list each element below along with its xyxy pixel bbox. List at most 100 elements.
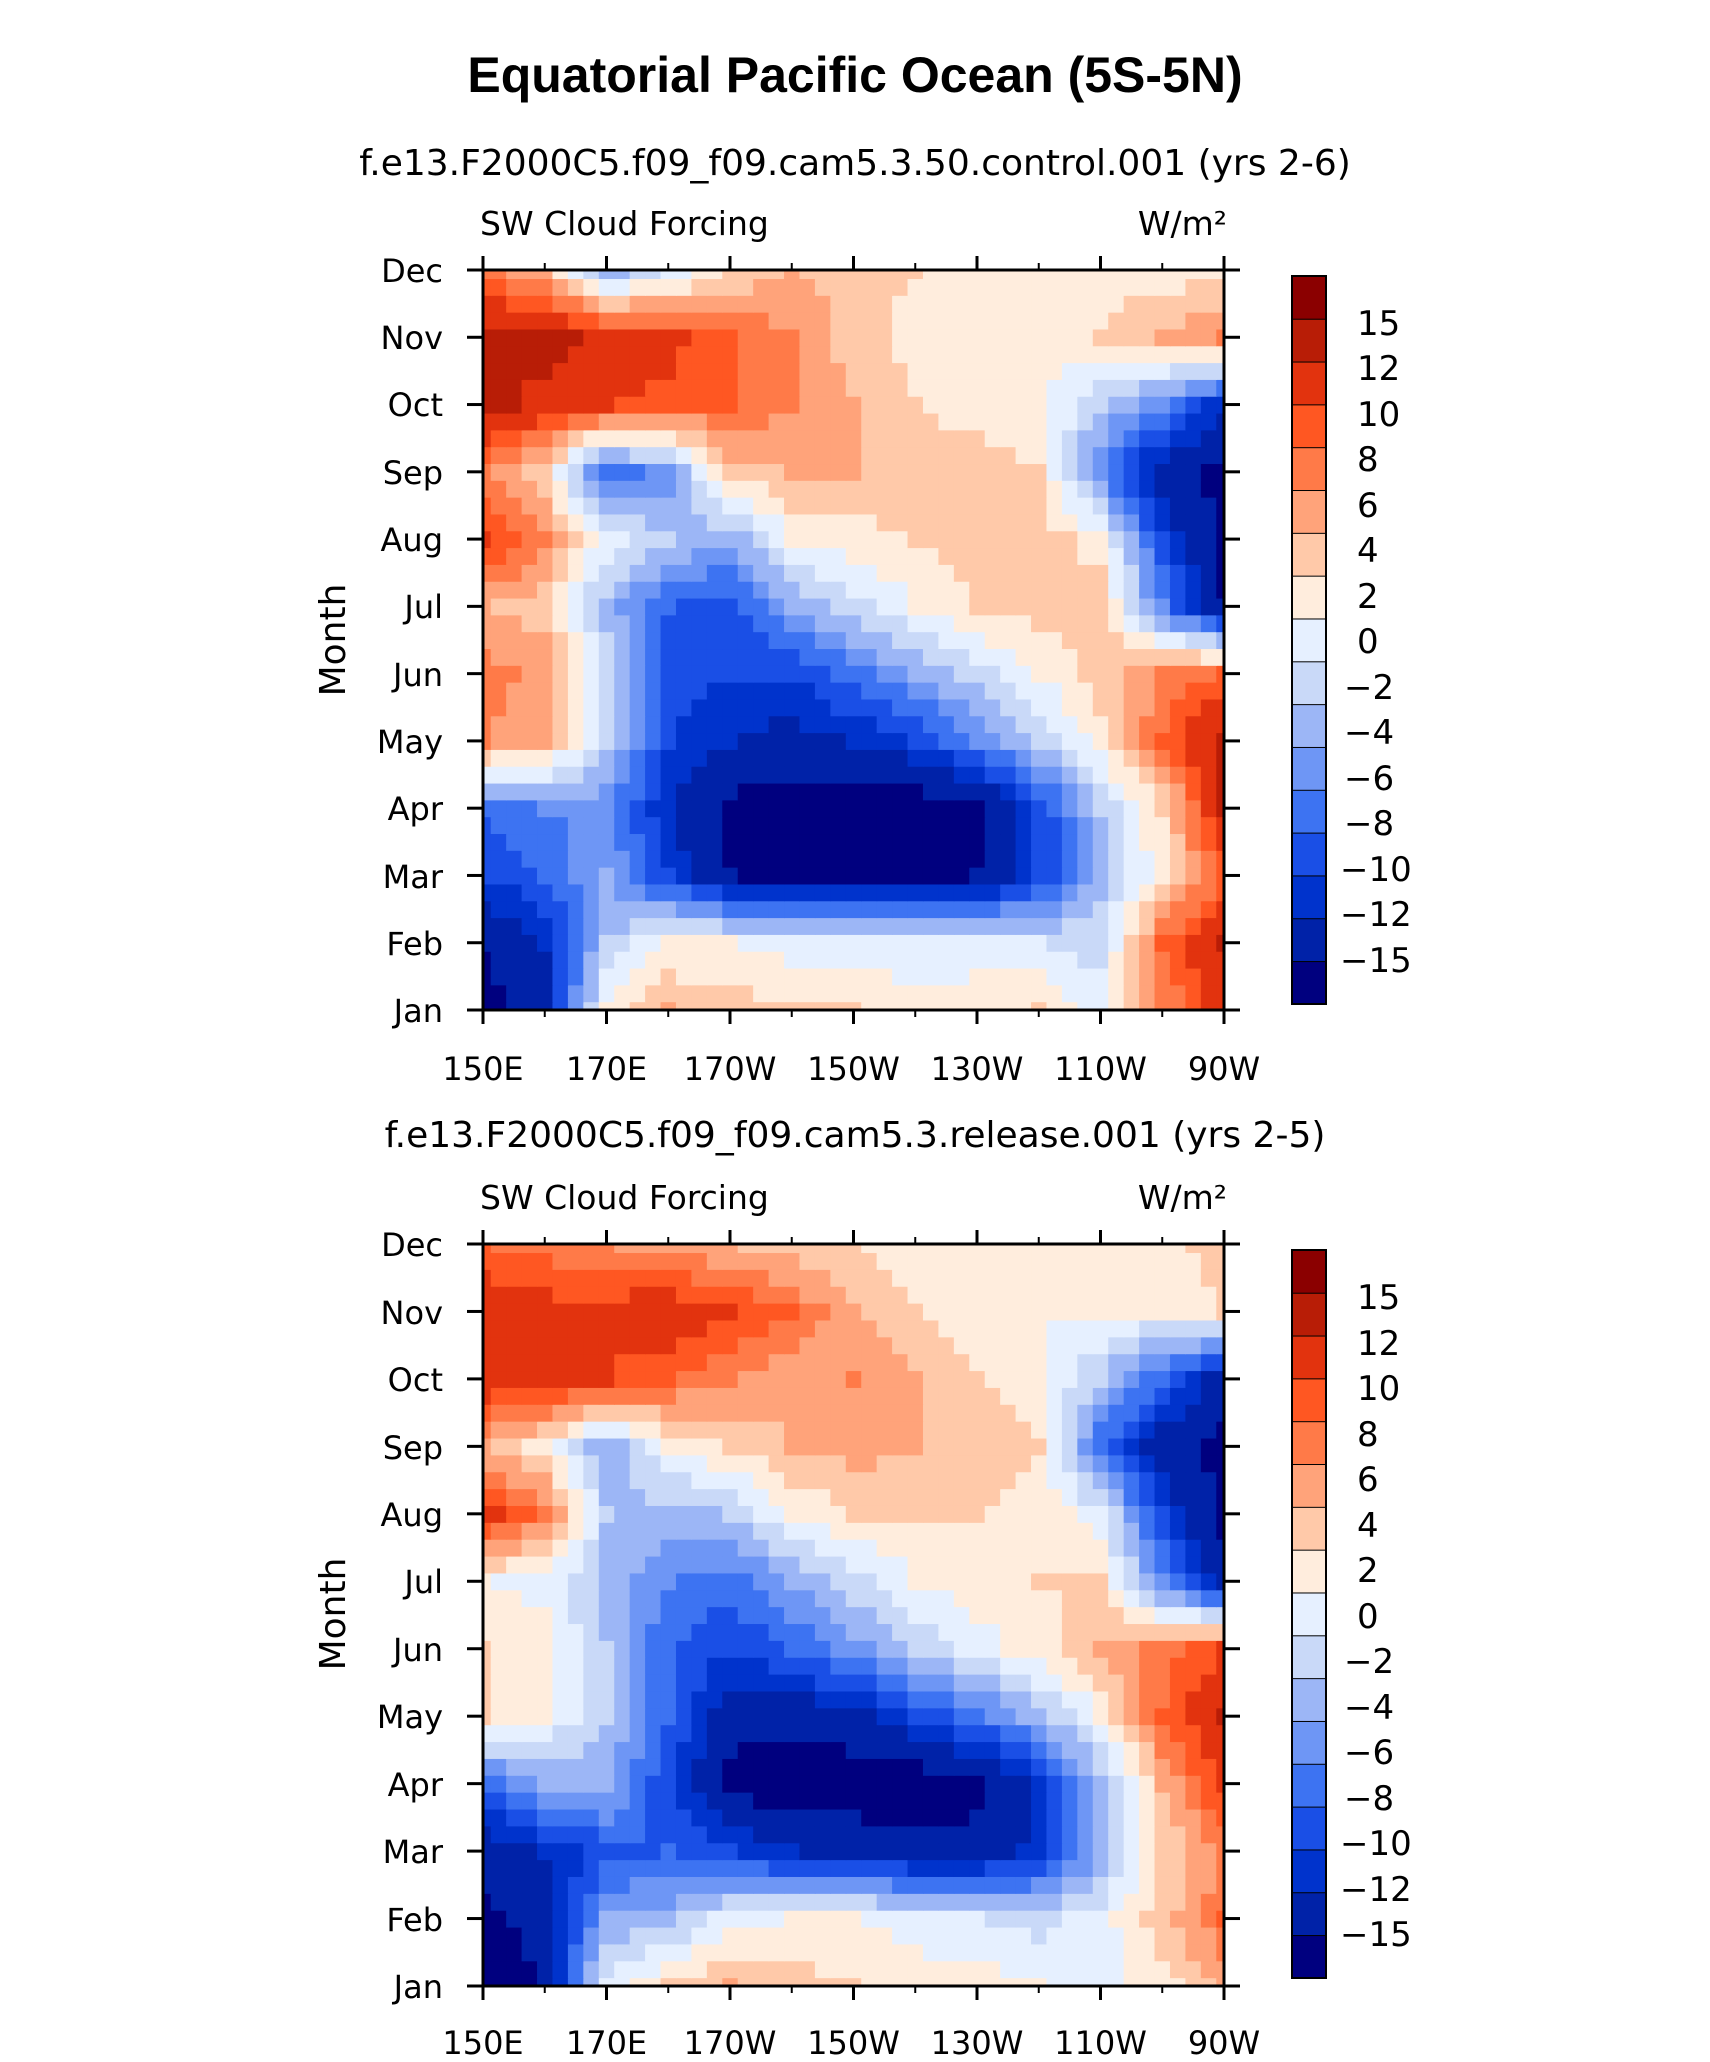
heatmap-cell [490,463,507,481]
heatmap-cell [861,766,878,784]
heatmap-cell [1031,967,1048,986]
heatmap-cell [907,1488,924,1506]
heatmap-cell [1185,463,1202,481]
x-tick-label: 170E [566,1050,647,1088]
heatmap-cell [598,1657,615,1675]
heatmap-cell [1046,1471,1063,1490]
heatmap-cell [892,1522,909,1540]
heatmap-cell [1000,270,1017,280]
heatmap-cell [660,1421,677,1439]
heatmap-cell [1185,362,1202,380]
heatmap-cell [1077,1252,1094,1270]
heatmap-cell [483,1001,492,1011]
heatmap-cell [845,1001,862,1011]
heatmap-cell [814,1842,831,1861]
heatmap-cell [521,1437,538,1456]
heatmap-cell [1123,564,1140,582]
heatmap-cell [737,1471,754,1490]
heatmap-cell [614,412,631,431]
heatmap-cell [691,732,708,750]
heatmap-cell [799,1421,816,1439]
heatmap-cell [1139,1505,1156,1523]
heatmap-cell [784,1606,801,1625]
heatmap-cell [753,270,770,280]
heatmap-cell [706,900,723,919]
heatmap-cell [552,362,569,380]
heatmap-cell [552,1674,569,1692]
heatmap-cell [567,312,584,330]
heatmap-cell [892,967,909,986]
heatmap-cell [1154,682,1171,700]
heatmap-cell [629,1893,646,1911]
heatmap-cell [660,833,677,851]
heatmap-cell [490,1758,507,1776]
heatmap-cell [691,513,708,532]
heatmap-cell [969,1724,986,1743]
heatmap-cell [1123,1522,1140,1540]
heatmap-cell [706,1539,723,1557]
heatmap-cell [1139,429,1156,448]
heatmap-cell [1046,513,1063,532]
heatmap-cell [1169,1893,1187,1911]
heatmap-cell [691,698,708,717]
heatmap-cell [969,564,986,582]
heatmap-cell [907,682,924,700]
heatmap-cell [1216,1370,1225,1388]
heatmap-cell [1139,1707,1156,1726]
heatmap-cell [984,1977,1001,1987]
heatmap-cell [521,497,538,515]
heatmap-cell [1185,429,1202,448]
heatmap-cell [583,715,600,734]
heatmap-cell [567,564,584,582]
heatmap-cell [922,1319,940,1338]
heatmap-cell [506,1926,523,1945]
heatmap-cell [483,1842,492,1861]
heatmap-cell [1123,967,1140,986]
heatmap-cell [737,1319,754,1338]
heatmap-cell [537,1572,554,1591]
heatmap-cell [737,1555,754,1574]
heatmap-cell [1046,883,1063,902]
heatmap-cell [483,1876,492,1894]
heatmap-cell [614,1522,631,1540]
heatmap-cell [830,1572,847,1591]
heatmap-cell [892,345,909,364]
heatmap-cell [1092,1572,1109,1591]
heatmap-cell [1154,530,1171,549]
heatmap-cell [953,1353,970,1372]
heatmap-cell [1200,698,1217,717]
heatmap-cell [876,1437,893,1456]
heatmap-cell [753,1319,770,1338]
heatmap-cell [1000,1893,1017,1911]
heatmap-cell [1123,1640,1140,1658]
heatmap-cell [706,1741,723,1759]
heatmap-cell [483,1943,492,1962]
heatmap-cell [506,984,523,1003]
heatmap-cell [938,850,955,868]
heatmap-cell [1000,967,1017,986]
heatmap-cell [722,1825,739,1844]
colorbar-label: −15 [1340,1915,1412,1955]
heatmap-cell [1108,766,1125,784]
heatmap-cell [830,1555,847,1574]
heatmap-cell [938,766,955,784]
heatmap-cell [907,1353,924,1372]
heatmap-cell [521,631,538,650]
heatmap-cell [753,530,770,549]
heatmap-cell [861,1437,878,1456]
heatmap-cell [1108,1522,1125,1540]
panel-1-unit-label: W/m² [1138,204,1227,243]
heatmap-cell [845,328,862,347]
heatmap-cell [567,1387,584,1405]
heatmap-cell [830,631,847,650]
heatmap-cell [1185,412,1202,431]
heatmap-cell [583,1522,600,1540]
heatmap-cell [830,1252,847,1270]
heatmap-cell [1077,497,1094,515]
heatmap-cell [845,1977,862,1987]
heatmap-cell [660,682,677,700]
heatmap-cell [984,1758,1001,1776]
heatmap-cell [922,1421,940,1439]
heatmap-cell [521,1572,538,1591]
heatmap-cell [1139,1319,1156,1338]
